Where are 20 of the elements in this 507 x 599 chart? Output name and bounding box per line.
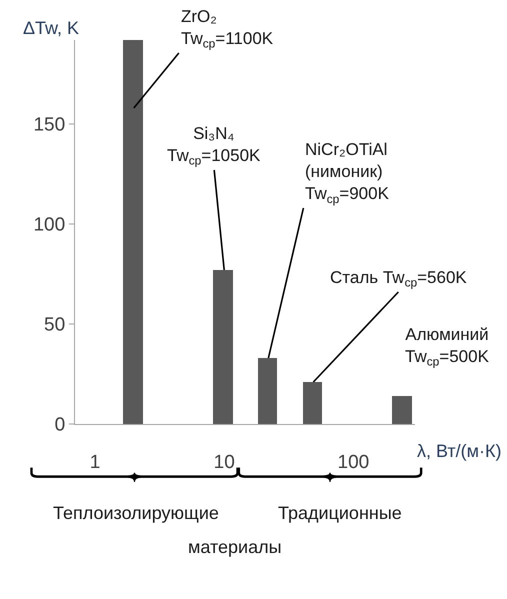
x-tick-label: 10 [214, 452, 235, 473]
bar [258, 358, 277, 424]
annotation: Алюминий Tw$_{cp}$=500K [405, 325, 490, 369]
y-axis-title: ΔTw, K [23, 18, 80, 38]
text: Теплоизолирующие [53, 503, 219, 523]
annotation: Сталь Tw$_{cp}$=560K [330, 268, 468, 290]
y-tick-label: 0 [54, 414, 66, 436]
annotation: ZrO₂ Tw$_{cp}$=1100K [181, 7, 274, 51]
x-axis-title: λ, Вт/(м·К) [417, 441, 502, 461]
annotation: NiCr₂OTiAl (нимоник) Tw$_{cp}$=900K [305, 140, 390, 206]
text: Традиционные [278, 503, 402, 523]
text: материалы [188, 537, 282, 557]
x-tick-label: 100 [338, 452, 370, 473]
y-tick-label: 100 [33, 214, 66, 236]
annotation: Si₃N₄ Tw$_{cp}$=1050K [167, 124, 262, 168]
x-tick-label: 1 [90, 452, 100, 473]
y-tick-label: 150 [33, 114, 66, 136]
y-tick-label: 50 [44, 314, 66, 336]
bar [123, 40, 143, 424]
bar [392, 396, 412, 424]
